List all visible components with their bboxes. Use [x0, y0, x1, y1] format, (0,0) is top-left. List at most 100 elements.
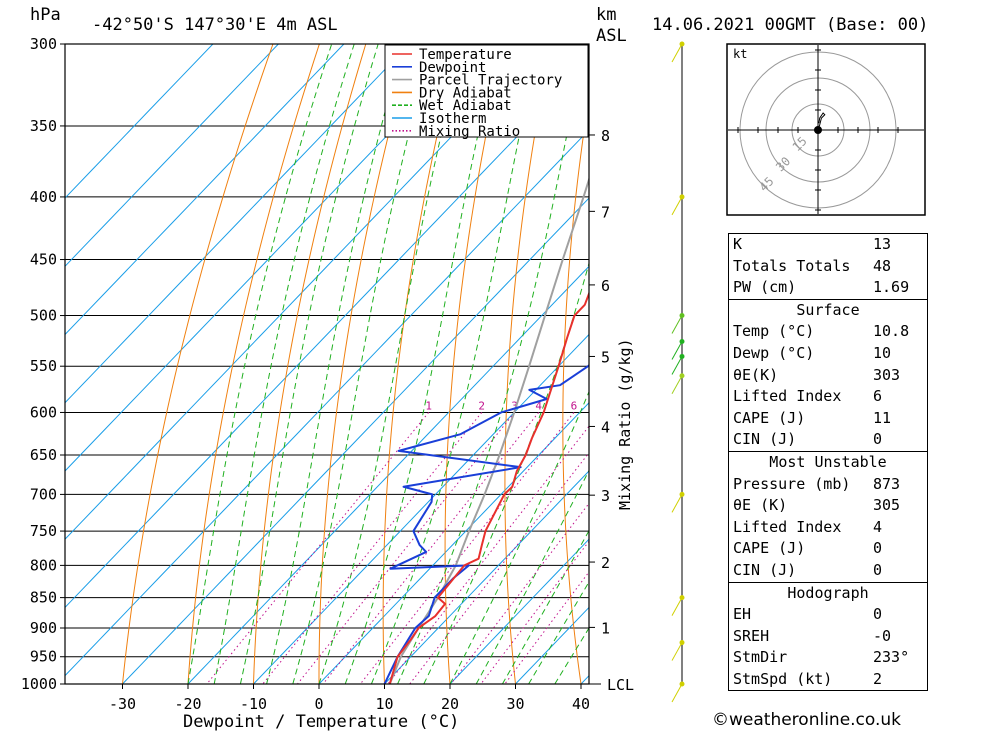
dry-adiabat-line	[382, 44, 460, 684]
temp-tick-label: 20	[441, 695, 459, 713]
km-tick-label: 6	[601, 277, 610, 295]
parcel-trajectory-line	[388, 176, 589, 684]
temp-tick-label: 10	[375, 695, 393, 713]
wet-adiabat-line	[187, 44, 333, 684]
index-value: 873	[873, 474, 901, 493]
legend-label: Mixing Ratio	[419, 124, 520, 140]
index-value: 6	[873, 387, 883, 406]
wind-barb	[671, 341, 683, 360]
wet-adiabat-line	[292, 44, 433, 684]
km-tick-label: 8	[601, 127, 610, 145]
pressure-tick-label: 950	[30, 648, 57, 666]
mixing-ratio-label: 15	[652, 399, 665, 412]
index-label: SREH	[733, 626, 770, 645]
index-label: θE (K)	[733, 496, 788, 515]
index-value: 10.8	[873, 322, 910, 341]
temperature-line	[388, 290, 589, 684]
km-label: km	[596, 5, 616, 25]
surface-row: Temp (°C) 10.8	[729, 321, 927, 343]
temp-tick-label: -10	[240, 695, 267, 713]
km-tick-label: 5	[601, 348, 610, 366]
mixing-ratio-label: 6	[571, 399, 578, 412]
pressure-tick-label: 850	[30, 589, 57, 607]
isotherm-line	[65, 44, 476, 472]
index-label: EH	[733, 605, 752, 624]
isotherm-line	[65, 44, 345, 336]
hodograph-unit: kt	[733, 47, 747, 61]
hpa-label: hPa	[30, 5, 61, 25]
plot-lines: 1 2 3 4 6 8 10 15 20 25	[65, 44, 1000, 684]
pressure-tick-label: 550	[30, 357, 57, 375]
pressure-tick-label: 800	[30, 556, 57, 574]
hodograph-row: EH 0	[729, 604, 927, 626]
most-unstable-row: CAPE (J) 0	[729, 538, 927, 560]
wind-barb	[671, 375, 683, 395]
indices-surface: Surface Temp (°C) 10.8 Dewp (°C) 10 θE(K) 303…	[729, 298, 927, 451]
km-tick-label: 7	[601, 203, 610, 221]
index-value: 305	[873, 496, 901, 515]
index-value: -0	[873, 626, 892, 645]
index-value: 0	[873, 539, 883, 558]
isotherm-line	[65, 44, 410, 404]
km-tick-label: 4	[601, 418, 610, 436]
index-label: CAPE (J)	[733, 408, 806, 427]
index-value: 2	[873, 669, 883, 688]
most-unstable-row: Pressure (mb) 873	[729, 474, 927, 496]
surface-row: CAPE (J) 11	[729, 408, 927, 430]
pressure-tick-label: 500	[30, 307, 57, 325]
wet-adiabat-line	[318, 44, 464, 684]
isotherm-line	[65, 60, 589, 609]
index-label: StmDir	[733, 648, 788, 667]
index-value: 13	[873, 235, 892, 253]
pressure-tick-label: 350	[30, 117, 57, 135]
most-unstable-row: Lifted Index 4	[729, 517, 927, 539]
plot-profiles	[383, 176, 589, 684]
mixing-ratio-label: 3	[511, 399, 518, 412]
index-value: 11	[873, 408, 892, 427]
mixing-ratio-line	[359, 412, 575, 684]
surface-row: Dewp (°C) 10	[729, 343, 927, 365]
temp-tick-label: -20	[174, 695, 201, 713]
isotherm-line	[65, 44, 279, 268]
pressure-tick-label: 900	[30, 619, 57, 637]
index-value: 233°	[873, 648, 910, 667]
dry-adiabat-line	[923, 44, 1000, 684]
location-title: -42°50'S 147°30'E 4m ASL	[92, 15, 338, 35]
general-row: PW (cm) 1.69	[729, 277, 927, 299]
index-label: CAPE (J)	[733, 539, 806, 558]
dry-adiabat-line	[673, 44, 712, 684]
credit-text[interactable]: ©weatheronline.co.uk	[712, 710, 902, 730]
datetime-title: 14.06.2021 00GMT (Base: 00)	[652, 15, 928, 35]
isotherm-line	[515, 606, 589, 684]
dry-adiabat-line	[187, 44, 320, 684]
isotherm-line	[449, 538, 589, 684]
mixing-ratio-line	[387, 425, 589, 684]
isotherm-line	[187, 265, 589, 684]
hodograph-row: SREH -0	[729, 626, 927, 648]
temp-tick-label: 30	[506, 695, 524, 713]
indices-general: K 13 Totals Totals 48 PW (cm) 1.69	[729, 234, 927, 299]
pressure-tick-label: 400	[30, 188, 57, 206]
wet-adiabat-line	[475, 469, 589, 684]
mixing-ratio-line	[206, 412, 430, 684]
hodograph-row: StmSpd (kt) 2	[729, 669, 927, 691]
legend-label: Dry Adiabat	[419, 85, 512, 101]
wet-adiabat-line	[370, 44, 540, 684]
wet-adiabat-line	[266, 44, 405, 684]
indices-most-unstable: Most Unstable Pressure (mb) 873 θE (K) 305 L…	[729, 450, 927, 582]
wind-profile	[671, 41, 685, 703]
index-value: 48	[873, 256, 892, 275]
most-unstable-title: Most Unstable	[769, 452, 887, 471]
dry-adiabat-line	[444, 44, 506, 684]
legend-label: Isotherm	[419, 111, 486, 127]
temp-tick-label: 0	[314, 695, 323, 713]
dry-adiabat-line	[122, 44, 274, 684]
index-label: Totals Totals	[733, 256, 851, 275]
index-label: Dewp (°C)	[733, 343, 815, 362]
mixing-ratio-line	[409, 451, 589, 684]
dry-adiabat-line	[504, 44, 552, 684]
wind-barb	[671, 315, 683, 334]
plot-background	[65, 43, 589, 685]
mixing-ratio-line	[262, 412, 483, 684]
isotherm-line	[65, 44, 541, 540]
